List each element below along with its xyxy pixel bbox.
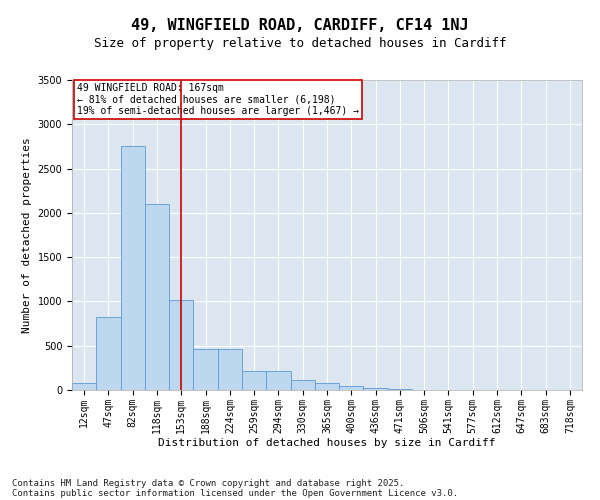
Bar — [290, 380, 315, 390]
X-axis label: Distribution of detached houses by size in Cardiff: Distribution of detached houses by size … — [158, 438, 496, 448]
Bar — [315, 383, 339, 390]
Bar — [364, 388, 388, 390]
Bar — [72, 384, 96, 390]
Bar — [96, 318, 121, 390]
Text: Contains HM Land Registry data © Crown copyright and database right 2025.: Contains HM Land Registry data © Crown c… — [12, 478, 404, 488]
Bar — [339, 386, 364, 390]
Text: Contains public sector information licensed under the Open Government Licence v3: Contains public sector information licen… — [12, 488, 458, 498]
Bar — [121, 146, 145, 390]
Y-axis label: Number of detached properties: Number of detached properties — [22, 137, 32, 333]
Bar — [388, 389, 412, 390]
Bar — [218, 350, 242, 390]
Bar — [242, 371, 266, 390]
Text: Size of property relative to detached houses in Cardiff: Size of property relative to detached ho… — [94, 38, 506, 51]
Text: 49, WINGFIELD ROAD, CARDIFF, CF14 1NJ: 49, WINGFIELD ROAD, CARDIFF, CF14 1NJ — [131, 18, 469, 32]
Text: 49 WINGFIELD ROAD: 167sqm
← 81% of detached houses are smaller (6,198)
19% of se: 49 WINGFIELD ROAD: 167sqm ← 81% of detac… — [77, 83, 359, 116]
Bar — [193, 350, 218, 390]
Bar — [145, 204, 169, 390]
Bar — [266, 371, 290, 390]
Bar — [169, 300, 193, 390]
